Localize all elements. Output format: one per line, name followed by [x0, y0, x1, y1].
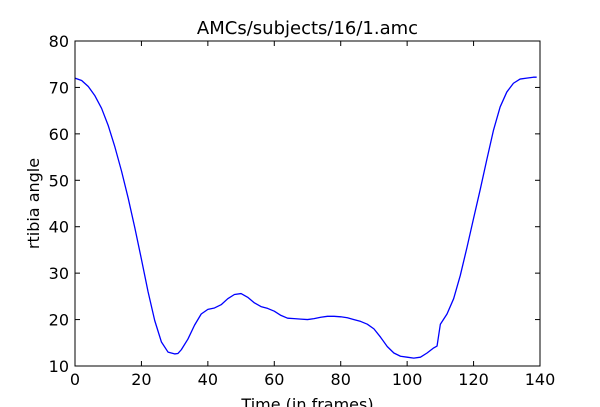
- x-tick-label: 0: [70, 370, 80, 389]
- chart-title: AMCs/subjects/16/1.amc: [197, 18, 418, 39]
- axes-frame: [74, 40, 541, 367]
- y-tick-label: 10: [49, 357, 69, 376]
- y-tick-label: 20: [49, 311, 69, 330]
- x-tick-label: 100: [392, 370, 423, 389]
- x-tick-label: 40: [198, 370, 218, 389]
- x-axis-label: Time (in frames): [240, 395, 373, 407]
- x-tick-label: 80: [331, 370, 351, 389]
- y-tick-label: 70: [49, 78, 69, 97]
- y-tick-label: 30: [49, 264, 69, 283]
- x-tick-label: 60: [264, 370, 284, 389]
- x-tick-label: 140: [525, 370, 556, 389]
- x-tick-label: 20: [131, 370, 151, 389]
- y-tick-label: 40: [49, 218, 69, 237]
- y-tick-label: 80: [49, 32, 69, 51]
- plot-area: 0 20 40 60 80 100 120 140 10 20 30 40 50 60 70 80: [49, 32, 556, 389]
- y-axis-label: rtibia angle: [24, 158, 43, 249]
- y-tick-label: 50: [49, 171, 69, 190]
- x-tick-label: 120: [458, 370, 489, 389]
- y-tick-label: 60: [49, 125, 69, 144]
- data-line-series-0: [75, 76, 537, 359]
